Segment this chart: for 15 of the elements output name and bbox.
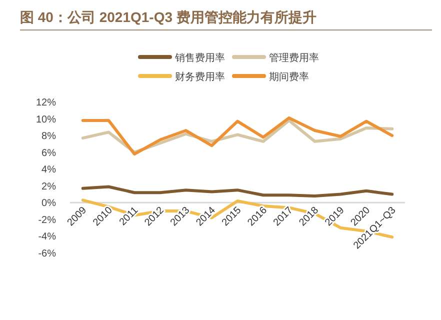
legend-label: 销售费用率: [174, 52, 225, 64]
y-tick-label: 2%: [42, 181, 56, 192]
y-tick-label: -4%: [38, 232, 56, 243]
y-tick-label: 4%: [42, 164, 56, 176]
legend-label: 管理费用率: [269, 52, 319, 64]
title: 图 40：公司 2021Q1-Q3 费用管控能力有所提升: [20, 9, 316, 25]
y-tick-label: 6%: [42, 148, 56, 159]
y-tick-label: 0%: [42, 198, 56, 210]
legend-label: 财务费用率: [175, 71, 225, 83]
y-tick-label: -2%: [38, 214, 56, 226]
y-tick-label: 12%: [36, 98, 56, 108]
y-tick-label: 10%: [36, 114, 56, 126]
y-tick-label: 8%: [42, 131, 56, 142]
legend-label: 期间费率: [269, 71, 309, 83]
y-tick-label: -6%: [38, 248, 56, 260]
